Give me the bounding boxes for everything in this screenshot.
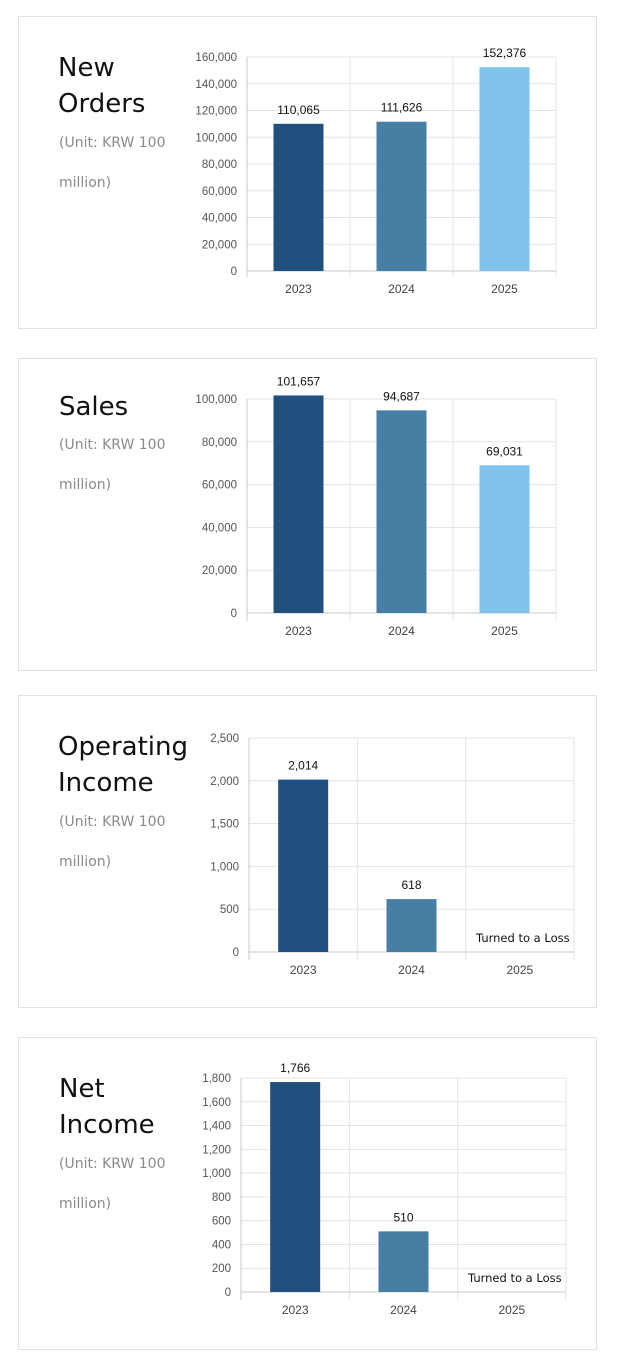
data-label: 618	[401, 878, 421, 892]
data-label: 2,014	[288, 759, 318, 773]
y-tick-label: 80,000	[202, 437, 237, 449]
bar-2023	[270, 1082, 321, 1292]
y-tick-label: 1,200	[202, 1144, 231, 1156]
operating-income-card: Operating Income (Unit: KRW 100 million)…	[18, 695, 597, 1008]
y-tick-label: 2,500	[210, 733, 239, 745]
data-label: 69,031	[486, 444, 523, 458]
y-tick-label: 0	[233, 947, 239, 959]
y-tick-label: 1,000	[202, 1168, 231, 1180]
y-tick-label: 20,000	[202, 565, 237, 577]
y-tick-label: 1,400	[202, 1121, 231, 1133]
x-category-label: 2025	[491, 624, 518, 638]
bar-2023	[273, 123, 324, 272]
bar-2023	[273, 395, 324, 613]
x-category-label: 2025	[506, 963, 533, 977]
data-label: 110,065	[277, 103, 320, 117]
y-tick-label: 160,000	[195, 52, 237, 64]
y-tick-label: 120,000	[195, 106, 237, 118]
sales-card: Sales (Unit: KRW 100 million) 0 20,000 40,…	[18, 358, 597, 671]
x-category-label: 2025	[498, 1303, 525, 1317]
y-tick-label: 200	[212, 1263, 231, 1275]
y-tick-label: 500	[220, 904, 239, 916]
bar-2023	[278, 779, 329, 952]
data-label: 152,376	[483, 46, 527, 60]
x-category-label: 2024	[398, 963, 425, 977]
card-title: Net Income	[59, 1074, 155, 1140]
data-label: 510	[393, 1210, 413, 1224]
card-title: Sales	[59, 392, 129, 422]
y-tick-label: 100,000	[195, 394, 237, 406]
y-tick-label: 100,000	[195, 132, 237, 144]
net-income-chart: 0 200 400 600 800 1,000 1,200 1,400 1,600 1,800 1,…	[202, 1061, 567, 1317]
y-tick-label: 1,500	[210, 819, 239, 831]
y-tick-label: 20,000	[202, 239, 237, 251]
card-unit: (Unit: KRW 100 million)	[59, 1156, 166, 1212]
card-title: Operating Income	[58, 732, 188, 798]
y-tick-label: 0	[225, 1287, 231, 1299]
y-tick-label: 60,000	[202, 480, 237, 492]
data-label: 1,766	[280, 1061, 310, 1075]
card-unit: (Unit: KRW 100 million)	[59, 814, 166, 870]
net-income-card: Net Income (Unit: KRW 100 million) 0 200 4…	[18, 1037, 597, 1350]
operating-income-chart: 0 500 1,000 1,500 2,000 2,500 2,014 2023 618 2024…	[210, 733, 575, 977]
card-unit: (Unit: KRW 100 million)	[59, 135, 166, 191]
x-category-label: 2024	[390, 1303, 417, 1317]
y-tick-label: 80,000	[202, 159, 237, 171]
y-tick-label: 0	[231, 266, 237, 278]
y-tick-label: 140,000	[195, 79, 237, 91]
y-tick-label: 800	[212, 1192, 231, 1204]
y-tick-label: 600	[212, 1216, 231, 1228]
y-tick-label: 1,000	[210, 861, 239, 873]
card-title: New Orders	[58, 53, 146, 119]
x-category-label: 2023	[285, 624, 312, 638]
x-category-label: 2024	[388, 282, 415, 296]
sales-chart: 0 20,000 40,000 60,000 80,000 100,000 101,657 2…	[195, 374, 557, 638]
data-label: 101,657	[277, 374, 321, 388]
y-tick-label: 1,800	[202, 1073, 231, 1085]
bar-2024	[376, 410, 427, 613]
x-category-label: 2023	[282, 1303, 309, 1317]
y-tick-label: 40,000	[202, 213, 237, 225]
card-unit: (Unit: KRW 100 million)	[59, 437, 166, 493]
loss-note: Turned to a Loss	[467, 1271, 562, 1285]
loss-note: Turned to a Loss	[475, 931, 570, 945]
data-label: 94,687	[383, 389, 420, 403]
x-category-label: 2023	[290, 963, 317, 977]
y-tick-label: 1,600	[202, 1097, 231, 1109]
new-orders-chart: 0 20,000 40,000 60,000 80,000 100,000 120,000 1…	[195, 46, 557, 296]
x-category-label: 2025	[491, 282, 518, 296]
y-tick-label: 0	[231, 608, 237, 620]
y-tick-label: 400	[212, 1239, 231, 1251]
x-category-label: 2024	[388, 624, 415, 638]
bar-2024	[378, 1231, 429, 1292]
bar-2024	[376, 121, 427, 271]
y-tick-label: 40,000	[202, 522, 237, 534]
x-category-label: 2023	[285, 282, 312, 296]
y-tick-label: 60,000	[202, 186, 237, 198]
new-orders-card: New Orders (Unit: KRW 100 million) 0 20,0…	[18, 16, 597, 329]
bar-2025	[479, 67, 530, 271]
bar-2024	[386, 899, 437, 952]
bar-2025	[479, 465, 530, 613]
y-tick-label: 2,000	[210, 776, 239, 788]
data-label: 111,626	[381, 101, 423, 115]
